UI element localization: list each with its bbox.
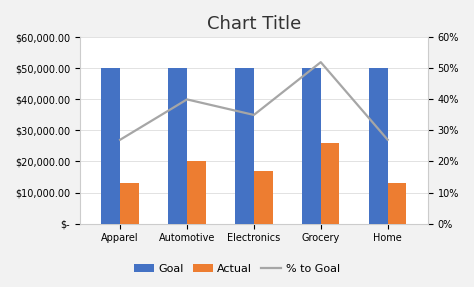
Legend: Goal, Actual, % to Goal: Goal, Actual, % to Goal xyxy=(130,260,344,279)
Bar xyxy=(254,171,273,224)
Bar xyxy=(388,183,406,224)
% to Goal xyxy=(117,138,123,141)
Bar xyxy=(235,68,254,224)
Title: Chart Title: Chart Title xyxy=(207,15,301,33)
Bar xyxy=(302,68,321,224)
Bar xyxy=(120,183,139,224)
Bar xyxy=(187,162,206,224)
% to Goal xyxy=(385,138,391,141)
% to Goal xyxy=(251,113,257,117)
Bar xyxy=(101,68,120,224)
Bar xyxy=(168,68,187,224)
% to Goal xyxy=(318,61,324,64)
Bar xyxy=(321,143,339,224)
Bar xyxy=(369,68,388,224)
Line: % to Goal: % to Goal xyxy=(120,62,388,140)
% to Goal xyxy=(184,98,190,101)
